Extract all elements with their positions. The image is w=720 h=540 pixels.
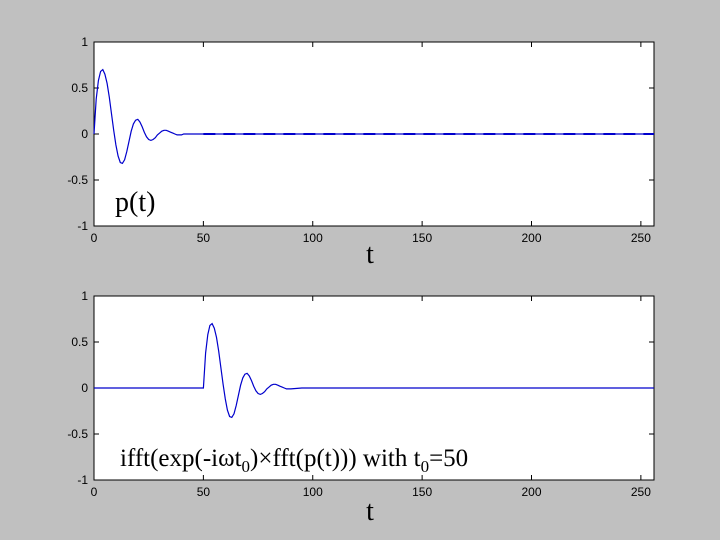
x-tick-label: 200 <box>521 231 541 245</box>
x-tick-label: 0 <box>91 485 98 499</box>
y-tick-label: -0.5 <box>67 427 88 441</box>
x-tick-label: 0 <box>91 231 98 245</box>
bottom-y-ticks: 1 0.5 0 -0.5 -1 <box>67 289 654 487</box>
y-tick-label: 1 <box>81 289 88 303</box>
x-tick-label: 250 <box>631 485 651 499</box>
top-chart-panel: 1 0.5 0 -0.5 -1 0 50 100 150 200 250 p(t) t <box>67 35 655 270</box>
y-tick-label: -1 <box>77 219 88 233</box>
y-tick-label: 1 <box>81 35 88 49</box>
y-tick-label: 0.5 <box>71 81 88 95</box>
bottom-annotation-label: ifft(exp(-iωt0)×fft(p(t))) with t0=50 <box>120 445 468 476</box>
top-annotation-label: p(t) <box>115 187 155 218</box>
bottom-x-ticks: 0 50 100 150 200 250 <box>91 296 651 499</box>
bottom-chart-panel: 1 0.5 0 -0.5 -1 0 50 100 150 200 250 ifft(exp(-iω… <box>67 289 655 527</box>
top-x-ticks: 0 50 100 150 200 250 <box>91 42 651 245</box>
bottom-x-axis-label: t <box>366 496 374 527</box>
x-tick-label: 150 <box>412 485 432 499</box>
x-tick-label: 250 <box>631 231 651 245</box>
y-tick-label: 0 <box>81 381 88 395</box>
x-tick-label: 50 <box>197 485 211 499</box>
x-tick-label: 150 <box>412 231 432 245</box>
y-tick-label: -1 <box>77 473 88 487</box>
x-tick-label: 100 <box>303 231 323 245</box>
x-tick-label: 200 <box>521 485 541 499</box>
bottom-series-line <box>94 322 654 419</box>
x-tick-label: 50 <box>197 231 211 245</box>
top-y-ticks: 1 0.5 0 -0.5 -1 <box>67 35 654 233</box>
top-x-axis-label: t <box>366 239 374 270</box>
x-tick-label: 100 <box>303 485 323 499</box>
y-tick-label: 0.5 <box>71 335 88 349</box>
top-series-line <box>93 68 654 165</box>
y-tick-label: 0 <box>81 127 88 141</box>
y-tick-label: -0.5 <box>67 173 88 187</box>
